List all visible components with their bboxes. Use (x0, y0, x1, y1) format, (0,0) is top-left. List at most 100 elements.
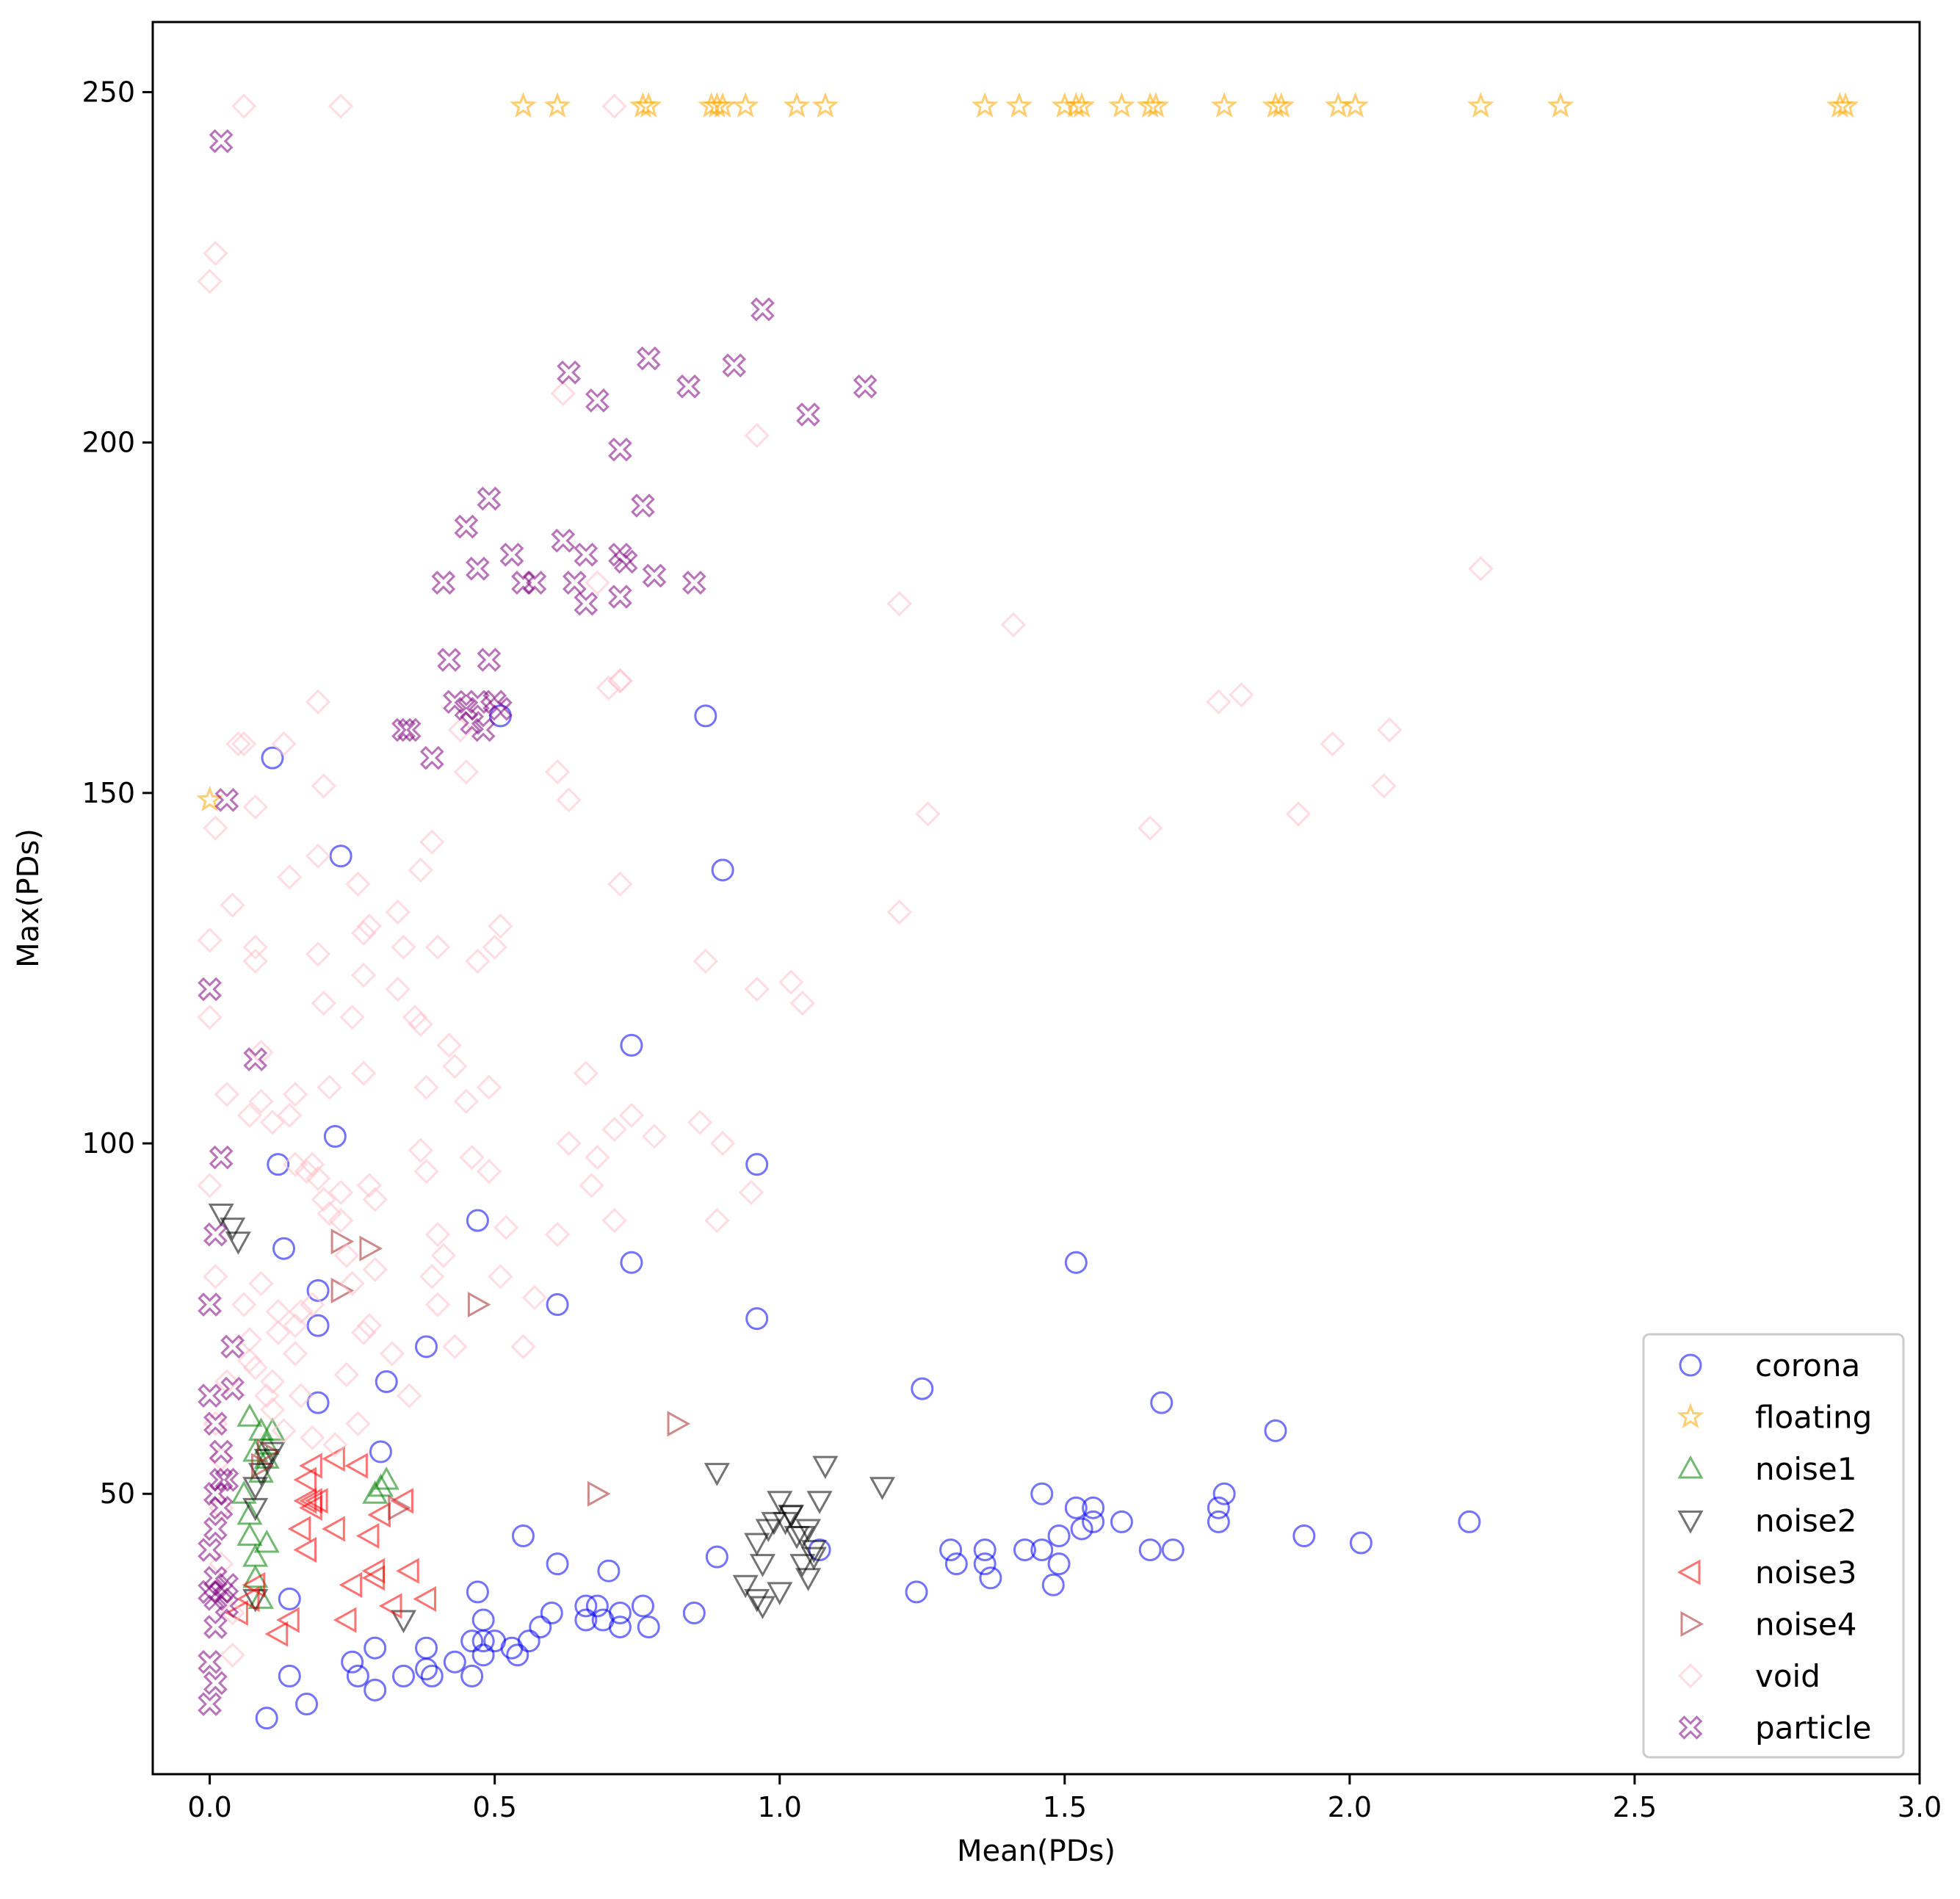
legend-item-corona: corona (1679, 1348, 1860, 1383)
void-point (413, 1159, 439, 1184)
particle-point (209, 1495, 234, 1520)
corona-point (608, 1616, 632, 1639)
noise4-point (330, 1229, 355, 1255)
floating-point (1051, 92, 1079, 118)
corona-point (682, 1601, 706, 1624)
particle-point (203, 1587, 228, 1611)
void-point (476, 1159, 502, 1184)
corona-point (1070, 1517, 1093, 1541)
void-point (231, 93, 257, 119)
floating-point (783, 92, 811, 118)
legend-marker-corona (1679, 1353, 1702, 1377)
void-point (197, 1173, 223, 1198)
corona-point (1150, 1391, 1174, 1414)
noise1-point (253, 1529, 280, 1553)
particle-point (477, 648, 502, 672)
noise2-point (749, 1596, 776, 1620)
noise1-point (373, 1466, 399, 1490)
particle-point (419, 745, 444, 770)
void-point (203, 815, 228, 841)
y-tick-label: 100 (82, 1127, 135, 1160)
y-tick-label: 250 (82, 76, 135, 108)
particle-point (488, 696, 513, 721)
particle-point (466, 690, 490, 715)
void-point (322, 1432, 348, 1458)
void-point (607, 871, 633, 897)
noise2-point (242, 1477, 269, 1500)
corona-point (939, 1538, 963, 1562)
void-point (300, 1425, 325, 1451)
particle-point (220, 1334, 245, 1359)
void-point (915, 801, 941, 827)
void-point (419, 1264, 445, 1289)
particle-point (198, 1383, 222, 1408)
particle-point (209, 1467, 234, 1492)
void-point (248, 1270, 274, 1297)
particle-point (853, 374, 878, 399)
legend-marker-void (1677, 1663, 1704, 1689)
corona-point (329, 844, 352, 868)
legend-label-noise3: noise3 (1755, 1555, 1856, 1591)
legend-marker-particle (1678, 1715, 1703, 1740)
legend-label-noise4: noise4 (1755, 1607, 1856, 1643)
void-point (476, 1074, 502, 1100)
noise2-point (806, 1491, 833, 1514)
legend-item-noise2: noise2 (1677, 1503, 1856, 1539)
corona-point (1161, 1538, 1185, 1562)
noise2-point (772, 1511, 799, 1536)
particle-point (198, 1649, 222, 1674)
void-point (197, 269, 223, 294)
void-point (447, 717, 474, 743)
void-point (419, 829, 445, 855)
series-noise2 (208, 1203, 895, 1634)
noise2-point (749, 1554, 776, 1577)
particle-point (676, 374, 701, 399)
legend-label-noise1: noise1 (1755, 1451, 1856, 1487)
void-point (738, 1179, 764, 1205)
void-point (362, 1256, 388, 1282)
legend-item-void: void (1677, 1658, 1820, 1694)
noise2-point (225, 1231, 251, 1255)
floating-point (709, 92, 737, 118)
corona-point (466, 1580, 489, 1604)
x-axis-label: Mean(PDs) (957, 1834, 1115, 1868)
particle-point (198, 1538, 222, 1562)
particle-point (608, 437, 632, 462)
corona-point (1030, 1538, 1054, 1562)
particle-point (203, 1671, 228, 1696)
void-point (692, 948, 718, 974)
void-point (397, 1383, 422, 1408)
void-point (442, 1334, 468, 1359)
void-point (333, 1361, 360, 1388)
noise3-point (378, 1593, 402, 1619)
void-point (305, 1165, 331, 1191)
void-point (242, 948, 268, 974)
floating-point (1831, 92, 1859, 118)
noise1-point (259, 1417, 286, 1441)
noise2-point (744, 1533, 770, 1557)
noise2-point (390, 1610, 417, 1634)
void-point (488, 914, 513, 939)
void-point (277, 864, 303, 890)
void-point (356, 914, 383, 939)
void-point (282, 1082, 308, 1107)
legend-label-void: void (1755, 1658, 1820, 1694)
corona-point (540, 1601, 563, 1624)
particle-point (214, 788, 239, 812)
y-tick-label: 150 (82, 777, 135, 809)
corona-point (1207, 1510, 1230, 1533)
noise2-point (789, 1554, 816, 1577)
corona-point (546, 1293, 569, 1317)
corona-point (306, 1391, 330, 1414)
noise1-point (236, 1522, 263, 1547)
corona-point (278, 1664, 301, 1688)
void-point (424, 1221, 451, 1248)
noise4-point (667, 1411, 691, 1437)
noise3-point (390, 1488, 413, 1514)
corona-point (506, 1643, 529, 1667)
particle-point (681, 571, 706, 595)
particle-point (608, 585, 632, 609)
floating-point (1068, 92, 1096, 118)
noise1-point (367, 1473, 394, 1497)
